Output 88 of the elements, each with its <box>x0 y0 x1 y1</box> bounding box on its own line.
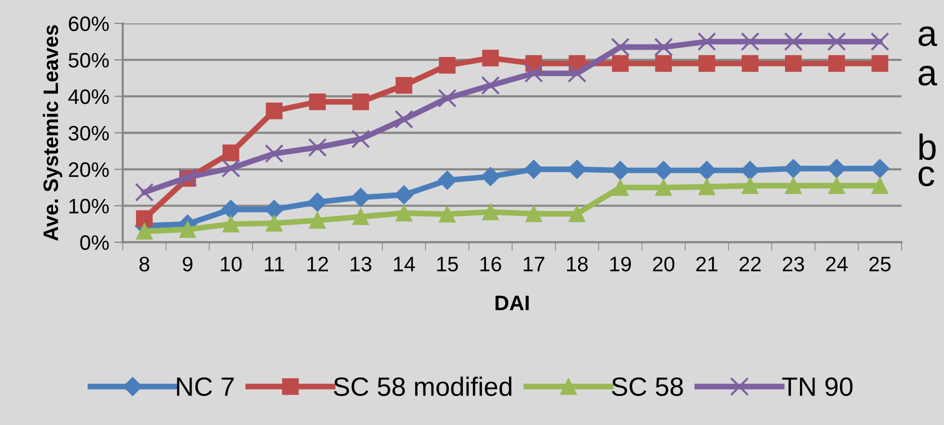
x-tick-label: 17 <box>524 256 544 272</box>
x-tick-label: 24 <box>826 256 848 272</box>
legend-label: TN 90 <box>782 377 853 396</box>
point <box>482 204 499 220</box>
point <box>610 38 630 56</box>
text: a <box>918 66 938 86</box>
x-tick-label: 15 <box>437 256 458 272</box>
point <box>308 138 327 157</box>
point <box>740 32 760 51</box>
point <box>742 55 758 72</box>
point <box>438 88 457 108</box>
point <box>308 192 327 212</box>
legend-label: SC 58 modified <box>334 376 512 396</box>
text: a <box>918 26 938 46</box>
point <box>396 77 412 94</box>
point <box>697 32 716 51</box>
point <box>698 55 716 72</box>
point <box>222 158 240 178</box>
point <box>785 177 802 194</box>
point <box>785 55 802 72</box>
point <box>309 212 326 229</box>
point <box>179 221 196 238</box>
point <box>568 64 586 83</box>
x-tick-label: 21 <box>696 256 718 272</box>
x-tick-label: 8 <box>139 256 150 272</box>
point <box>438 56 456 74</box>
y-tick-label: 0% <box>80 235 109 250</box>
y-axis-title: Ave. Systemic Leaves <box>42 25 62 241</box>
x-tick-label: 10 <box>220 256 242 272</box>
point <box>481 76 500 95</box>
point <box>352 208 370 226</box>
x-tick-label: 25 <box>869 256 891 272</box>
point <box>655 55 672 72</box>
point <box>784 32 803 51</box>
y-tick-label: 30% <box>68 126 109 141</box>
point <box>266 102 282 120</box>
point <box>828 177 845 194</box>
point <box>827 32 846 51</box>
y-tick-label: 40% <box>68 89 109 104</box>
point <box>698 178 716 196</box>
x-tick-label: 11 <box>264 256 284 272</box>
legend-label: SC 58 <box>612 377 683 396</box>
x-tick-label: 18 <box>567 256 588 272</box>
text: c <box>918 166 934 186</box>
y-tick-label: 20% <box>68 162 109 178</box>
x-tick-label: 9 <box>182 256 192 272</box>
point <box>742 177 758 194</box>
y-tick-label: 10% <box>69 198 109 214</box>
point <box>612 55 629 72</box>
point <box>740 160 760 180</box>
point <box>870 32 890 51</box>
point <box>222 216 240 232</box>
text: b <box>919 133 936 160</box>
point <box>134 182 154 202</box>
x-tick-label: 23 <box>782 256 804 272</box>
point <box>351 130 370 148</box>
point <box>525 205 542 222</box>
point <box>828 55 845 72</box>
point <box>524 64 544 83</box>
point <box>568 205 586 222</box>
point <box>351 188 370 207</box>
x-tick-label: 14 <box>394 256 415 272</box>
point <box>222 144 240 162</box>
point <box>264 144 284 163</box>
point <box>482 50 499 66</box>
x-tick-label: 13 <box>350 256 372 272</box>
y-tick-label: 50% <box>68 52 109 68</box>
point <box>612 179 629 196</box>
x-tick-label: 22 <box>740 256 761 272</box>
point <box>872 55 888 72</box>
point <box>352 93 370 110</box>
point <box>655 179 672 196</box>
point <box>394 110 414 129</box>
y-tick-label: 60% <box>68 16 109 32</box>
point <box>309 93 326 110</box>
point <box>872 177 888 194</box>
point <box>438 170 457 190</box>
x-axis-title: DAI <box>496 296 529 310</box>
point <box>266 214 282 232</box>
x-tick-label: 12 <box>307 256 328 272</box>
x-tick-label: 20 <box>653 256 674 272</box>
x-tick-label: 19 <box>610 256 631 272</box>
x-tick-label: 16 <box>480 256 502 272</box>
point <box>480 167 500 186</box>
point <box>438 206 456 222</box>
point <box>654 38 673 56</box>
point <box>396 204 412 222</box>
legend-label: NC 7 <box>177 377 234 396</box>
